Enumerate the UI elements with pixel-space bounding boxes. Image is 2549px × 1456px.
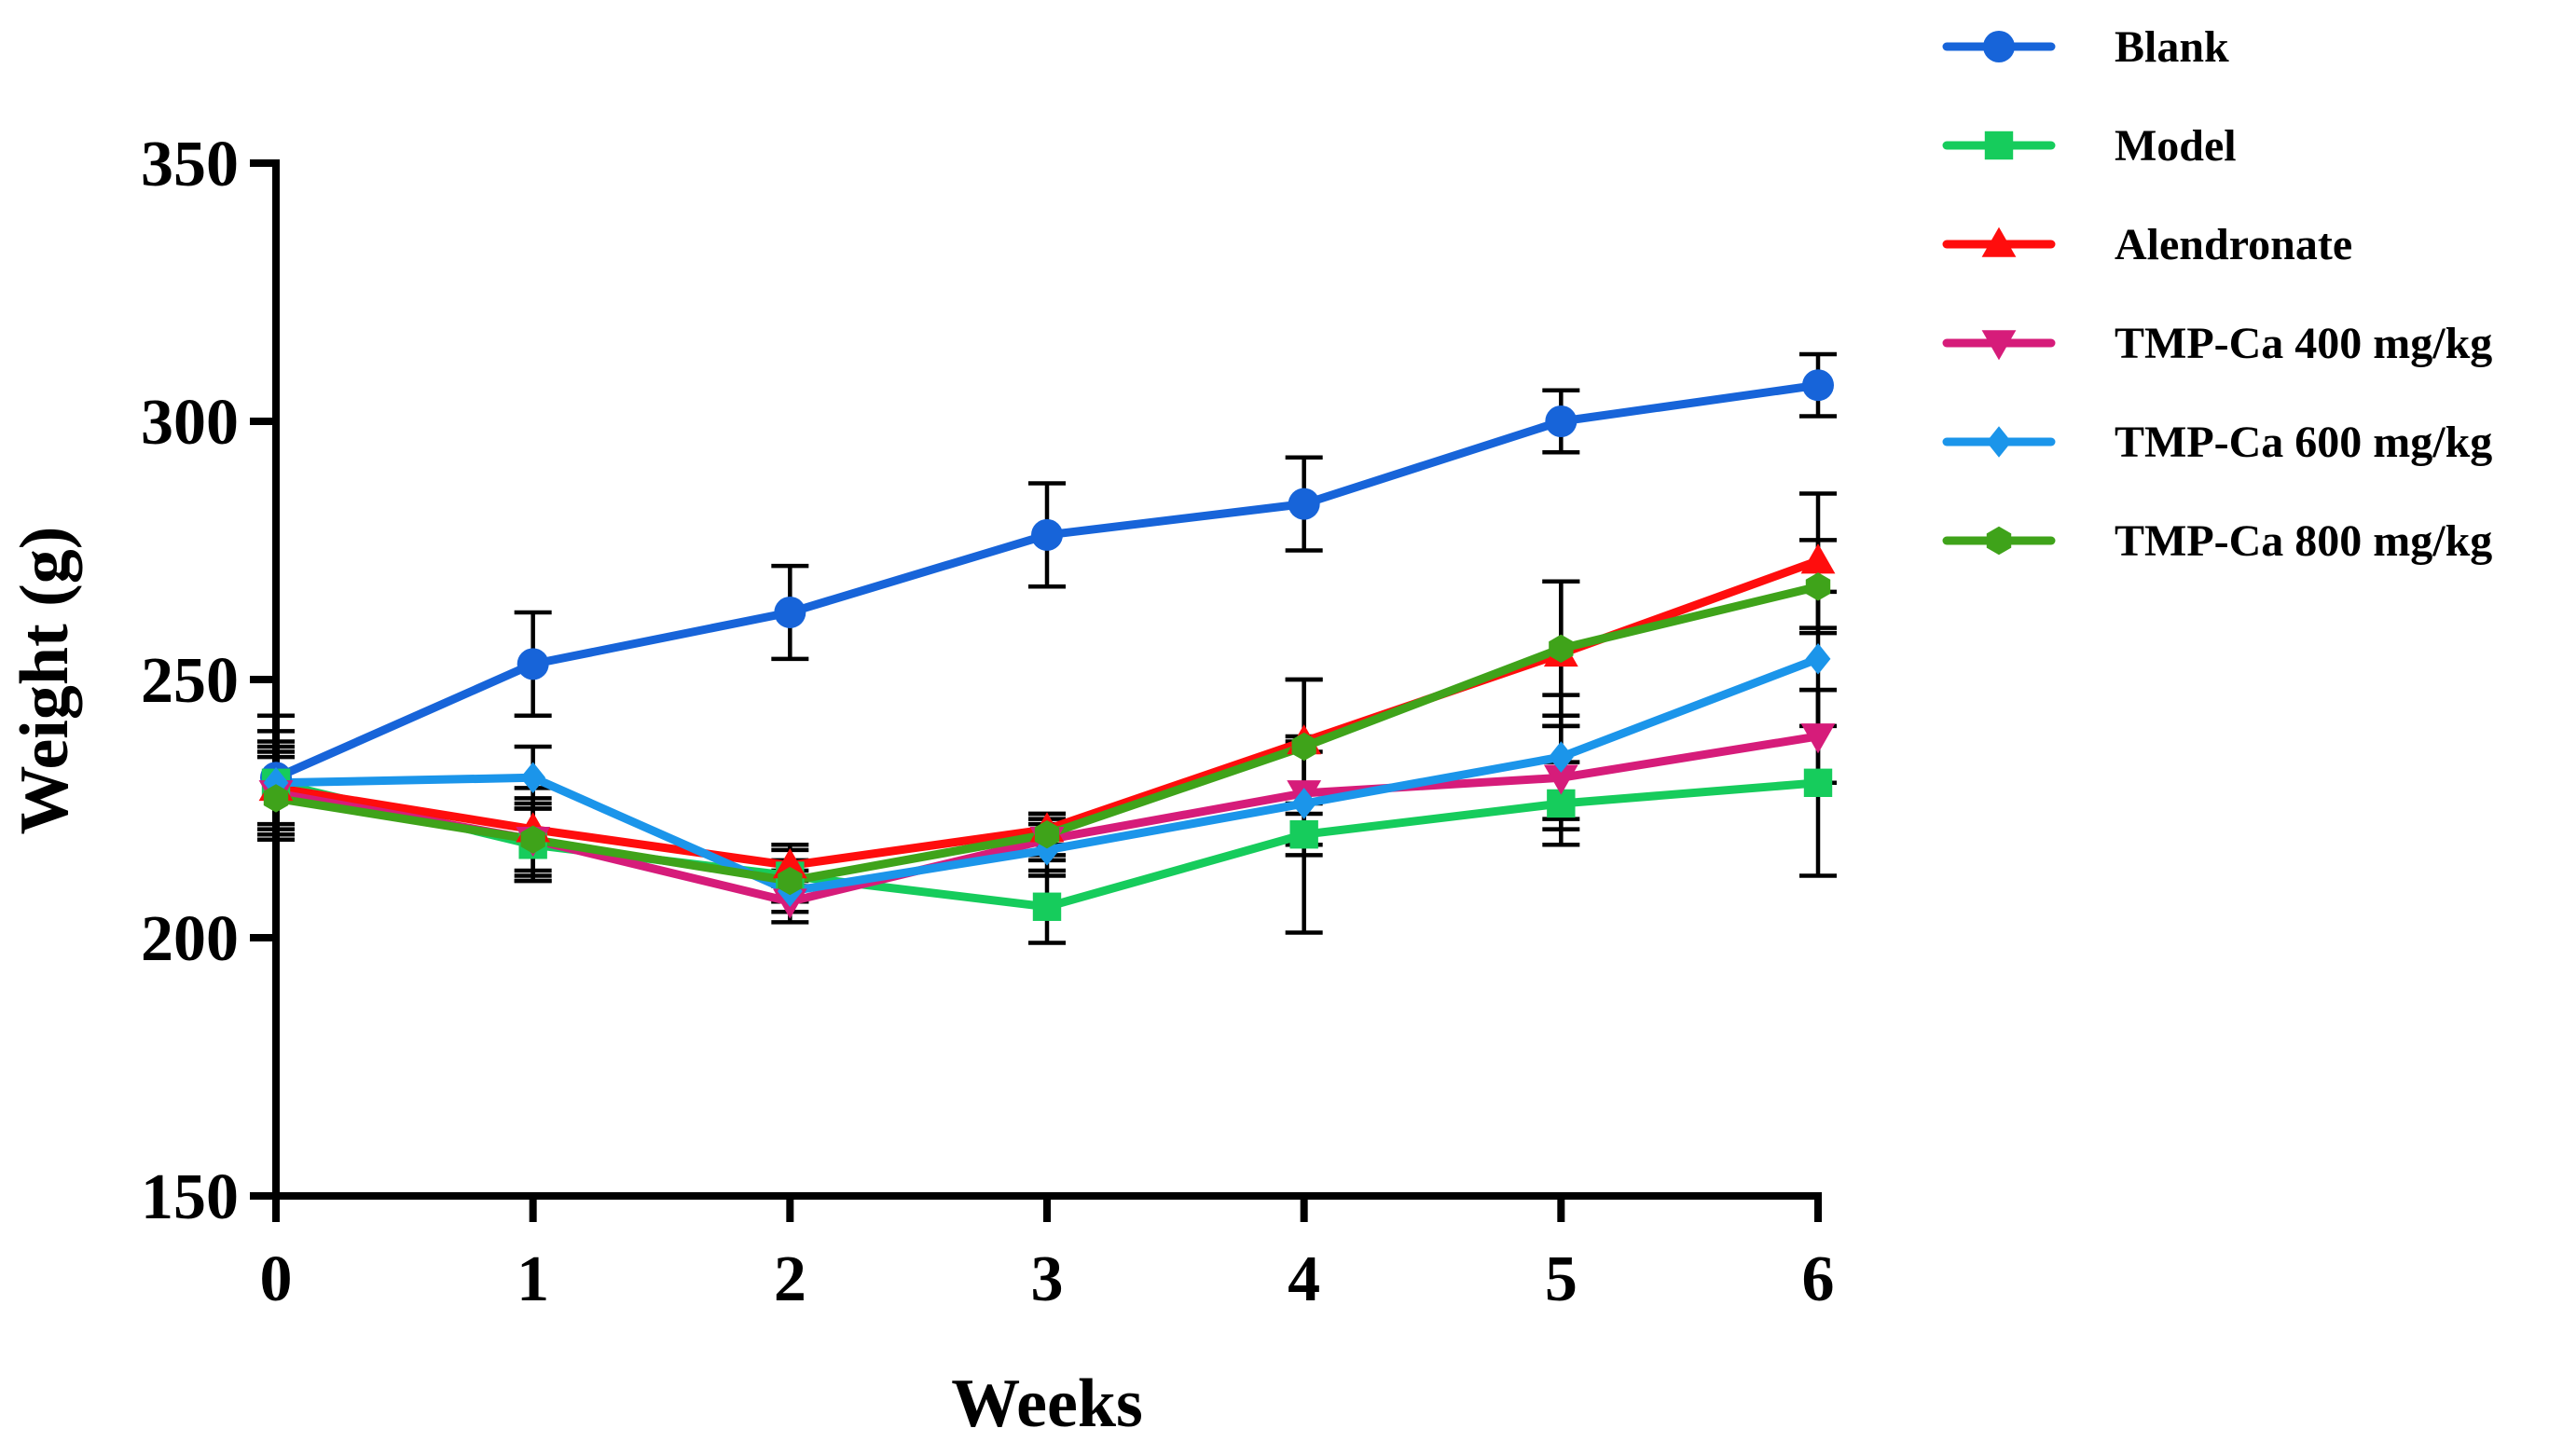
legend-marker-tmp-ca-600-mg-kg: [1986, 426, 2012, 458]
point-tmp-ca-800-mg-kg: [778, 866, 803, 896]
point-blank: [517, 648, 549, 680]
x-axis-title: Weeks: [951, 1366, 1143, 1442]
point-blank: [1288, 488, 1320, 520]
legend: Blank Model Alendronate TMP-Ca 400 mg/kg TMP…: [1942, 22, 2492, 566]
legend-label-blank: Blank: [2115, 22, 2229, 72]
point-tmp-ca-800-mg-kg: [263, 784, 289, 813]
x-tick-label: 4: [1288, 1243, 1320, 1315]
x-tick-label: 0: [260, 1243, 293, 1315]
y-tick-label: 150: [141, 1161, 239, 1233]
x-tick-label: 3: [1031, 1243, 1064, 1315]
legend-marker-alendronate: [1981, 227, 2017, 257]
point-tmp-ca-600-mg-kg: [520, 762, 546, 794]
legend-label-alendronate: Alendronate: [2115, 220, 2352, 269]
x-tick-label: 2: [774, 1243, 806, 1315]
point-tmp-ca-800-mg-kg: [1805, 572, 1831, 601]
y-tick-label: 300: [141, 387, 239, 459]
x-tick-label: 1: [517, 1243, 549, 1315]
legend-label-tmp-ca-600-mg-kg: TMP-Ca 600 mg/kg: [2115, 418, 2492, 467]
point-blank: [774, 596, 806, 628]
y-tick-label: 200: [141, 903, 239, 975]
axes: 150 200 250 300 350 0 1 2 3 4 5 6: [141, 129, 1835, 1315]
point-tmp-ca-600-mg-kg: [1805, 643, 1831, 675]
point-tmp-ca-800-mg-kg: [1291, 732, 1316, 762]
point-tmp-ca-400-mg-kg: [1800, 723, 1836, 754]
series-markers: [258, 369, 1836, 921]
point-tmp-ca-800-mg-kg: [1549, 634, 1574, 663]
x-tick-label: 6: [1802, 1243, 1835, 1315]
point-alendronate: [1800, 543, 1836, 574]
legend-label-model: Model: [2115, 121, 2237, 171]
legend-label-tmp-ca-400-mg-kg: TMP-Ca 400 mg/kg: [2115, 319, 2492, 368]
point-tmp-ca-600-mg-kg: [1291, 788, 1317, 819]
point-tmp-ca-800-mg-kg: [1034, 820, 1060, 849]
point-alendronate: [772, 848, 807, 879]
legend-marker-model: [1984, 130, 2014, 160]
point-tmp-ca-800-mg-kg: [520, 825, 545, 854]
point-model: [1032, 892, 1062, 921]
axis-labels: Weight (g) Weeks: [7, 527, 1143, 1442]
y-tick-label: 350: [141, 129, 239, 200]
legend-label-tmp-ca-800-mg-kg: TMP-Ca 800 mg/kg: [2115, 516, 2492, 566]
point-blank: [1545, 405, 1578, 437]
point-blank: [1802, 369, 1834, 402]
point-model: [1803, 768, 1833, 797]
x-tick-label: 5: [1545, 1243, 1578, 1315]
legend-marker-blank: [1983, 31, 2015, 62]
y-tick-label: 250: [141, 645, 239, 717]
point-blank: [1031, 518, 1063, 551]
point-tmp-ca-400-mg-kg: [1543, 764, 1578, 795]
legend-marker-tmp-ca-800-mg-kg: [1986, 526, 2012, 556]
y-axis-title: Weight (g): [7, 527, 83, 835]
point-model: [1289, 820, 1318, 849]
legend-marker-tmp-ca-400-mg-kg: [1981, 330, 2017, 361]
point-tmp-ca-600-mg-kg: [1548, 741, 1574, 773]
